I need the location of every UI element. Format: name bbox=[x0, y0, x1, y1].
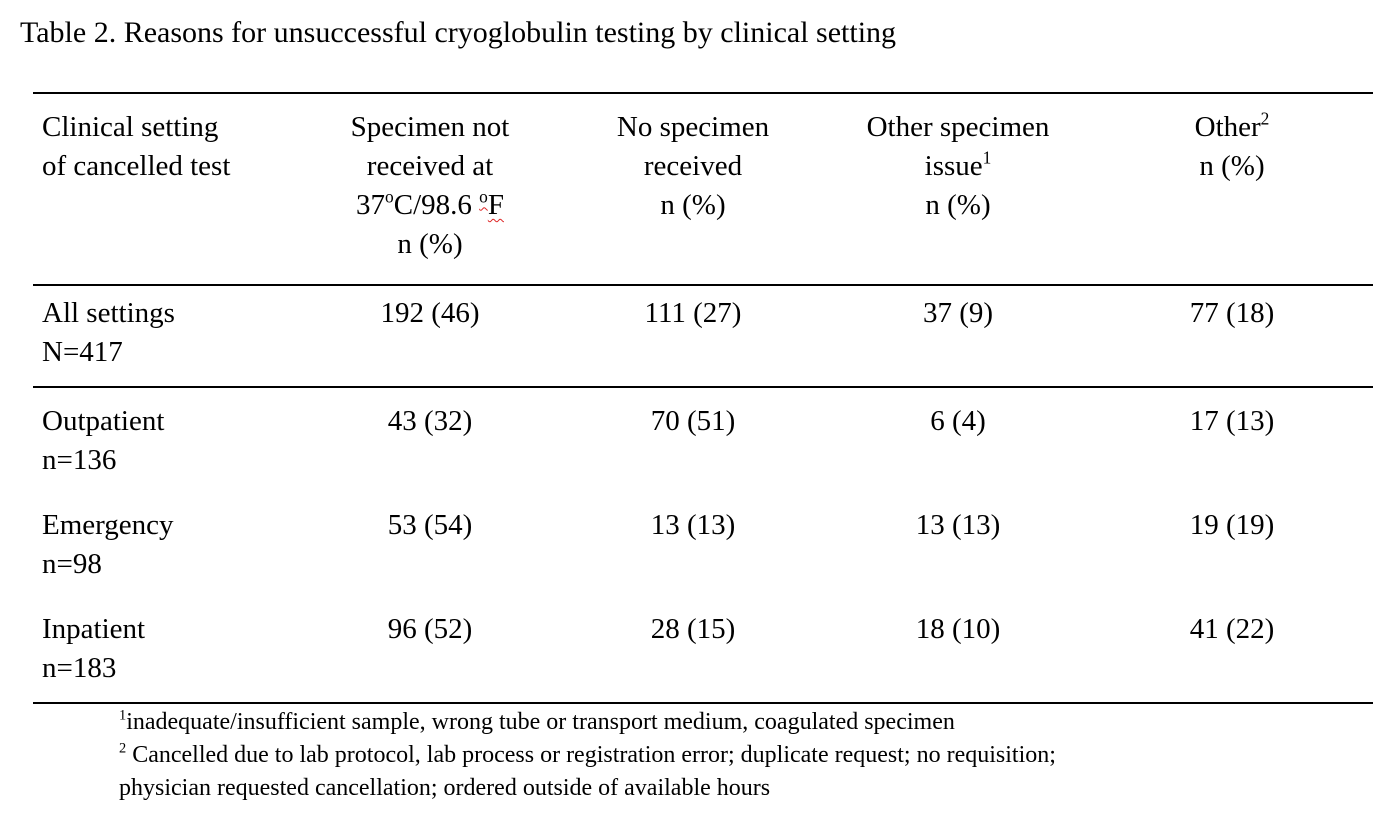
footnote-mark: 1 bbox=[119, 707, 127, 724]
header-text: Clinical setting bbox=[42, 111, 219, 143]
bottom-rule bbox=[33, 702, 1373, 704]
footnote: 1inadequate/insufficient sample, wrong t… bbox=[119, 706, 955, 739]
data-cell: 28 (15) bbox=[650, 613, 736, 645]
data-cell: 192 (46) bbox=[380, 297, 480, 329]
header-line: n (%) bbox=[617, 186, 769, 225]
data-cell: 37 (9) bbox=[922, 297, 994, 329]
footnote-text: physician requested cancellation; ordere… bbox=[119, 775, 771, 801]
header-text: issue bbox=[924, 150, 983, 182]
header-text: Specimen not bbox=[350, 111, 510, 143]
data-cell: 70 (51) bbox=[650, 405, 736, 437]
footnote: physician requested cancellation; ordere… bbox=[119, 772, 770, 805]
header-text: n (%) bbox=[660, 189, 726, 221]
superscript: o bbox=[385, 186, 394, 207]
row-label-line: Outpatient bbox=[42, 405, 165, 437]
header-line: No specimen bbox=[617, 108, 769, 147]
header-text: of cancelled test bbox=[42, 150, 231, 182]
row-label: Outpatient n=136 bbox=[42, 402, 164, 480]
header-line: issue1 bbox=[867, 147, 1050, 186]
header-line: received at bbox=[351, 147, 510, 186]
row-rule bbox=[33, 386, 1373, 388]
data-cell: 96 (52) bbox=[387, 613, 473, 645]
data-cell: 41 (22) bbox=[1189, 613, 1275, 645]
row-label: Inpatient n=183 bbox=[42, 610, 145, 688]
row-label-line: N=417 bbox=[42, 336, 123, 368]
header-cell: Clinical setting of cancelled test bbox=[42, 108, 230, 186]
header-line: Specimen not bbox=[351, 108, 510, 147]
row-label-line: n=183 bbox=[42, 652, 117, 684]
footnote-text: inadequate/insufficient sample, wrong tu… bbox=[126, 709, 955, 735]
header-line: Clinical setting bbox=[42, 108, 230, 147]
row-label-line: n=98 bbox=[42, 548, 102, 580]
row-label: All settings N=417 bbox=[42, 294, 175, 372]
header-line: n (%) bbox=[867, 186, 1050, 225]
data-cell: 53 (54) bbox=[387, 509, 473, 541]
header-text: F bbox=[487, 189, 504, 221]
data-cell: 17 (13) bbox=[1189, 405, 1275, 437]
header-line: n (%) bbox=[1195, 147, 1270, 186]
data-cell: 13 (13) bbox=[915, 509, 1001, 541]
header-text: Other bbox=[1194, 111, 1261, 143]
header-line: n (%) bbox=[351, 225, 510, 264]
data-cell: 18 (10) bbox=[915, 613, 1001, 645]
footnote: 2 Cancelled due to lab protocol, lab pro… bbox=[119, 739, 1056, 772]
header-line: Other2 bbox=[1195, 108, 1270, 147]
header-cell: No specimen received n (%) bbox=[617, 108, 769, 225]
superscript: 2 bbox=[1260, 108, 1270, 129]
row-label-line: Emergency bbox=[42, 509, 174, 541]
header-text: No specimen bbox=[616, 111, 770, 143]
top-rule bbox=[33, 92, 1373, 94]
superscript: 1 bbox=[982, 147, 992, 168]
header-rule bbox=[33, 284, 1373, 286]
data-cell: 77 (18) bbox=[1189, 297, 1275, 329]
header-line: 37oC/98.6 oF bbox=[351, 186, 510, 225]
row-label: Emergency n=98 bbox=[42, 506, 174, 584]
row-label-line: All settings bbox=[42, 297, 175, 329]
header-cell: Other specimen issue1 n (%) bbox=[867, 108, 1050, 225]
header-text: C/98.6 bbox=[393, 189, 480, 221]
header-text: received bbox=[643, 150, 743, 182]
data-cell: 43 (32) bbox=[387, 405, 473, 437]
data-cell: 111 (27) bbox=[644, 297, 742, 329]
header-line: Other specimen bbox=[867, 108, 1050, 147]
header-line: received bbox=[617, 147, 769, 186]
header-line: of cancelled test bbox=[42, 147, 230, 186]
row-label-line: n=136 bbox=[42, 444, 117, 476]
header-text: received at bbox=[366, 150, 494, 182]
header-text: n (%) bbox=[925, 189, 991, 221]
header-cell: Specimen not received at 37oC/98.6 oF n (%) bbox=[351, 108, 510, 264]
table-title: Table 2. Reasons for unsuccessful cryogl… bbox=[20, 16, 897, 49]
data-cell: 6 (4) bbox=[930, 405, 986, 437]
header-cell: Other2 n (%) bbox=[1195, 108, 1270, 186]
header-text: 37 bbox=[356, 189, 386, 221]
header-text: Other specimen bbox=[866, 111, 1050, 143]
data-cell: 19 (19) bbox=[1189, 509, 1275, 541]
data-cell: 13 (13) bbox=[650, 509, 736, 541]
footnote-text: Cancelled due to lab protocol, lab proce… bbox=[126, 742, 1056, 768]
header-text: n (%) bbox=[1199, 150, 1265, 182]
superscript: o bbox=[479, 186, 488, 207]
row-label-line: Inpatient bbox=[42, 613, 146, 645]
footnote-mark: 2 bbox=[119, 740, 127, 757]
header-text: n (%) bbox=[397, 228, 463, 260]
